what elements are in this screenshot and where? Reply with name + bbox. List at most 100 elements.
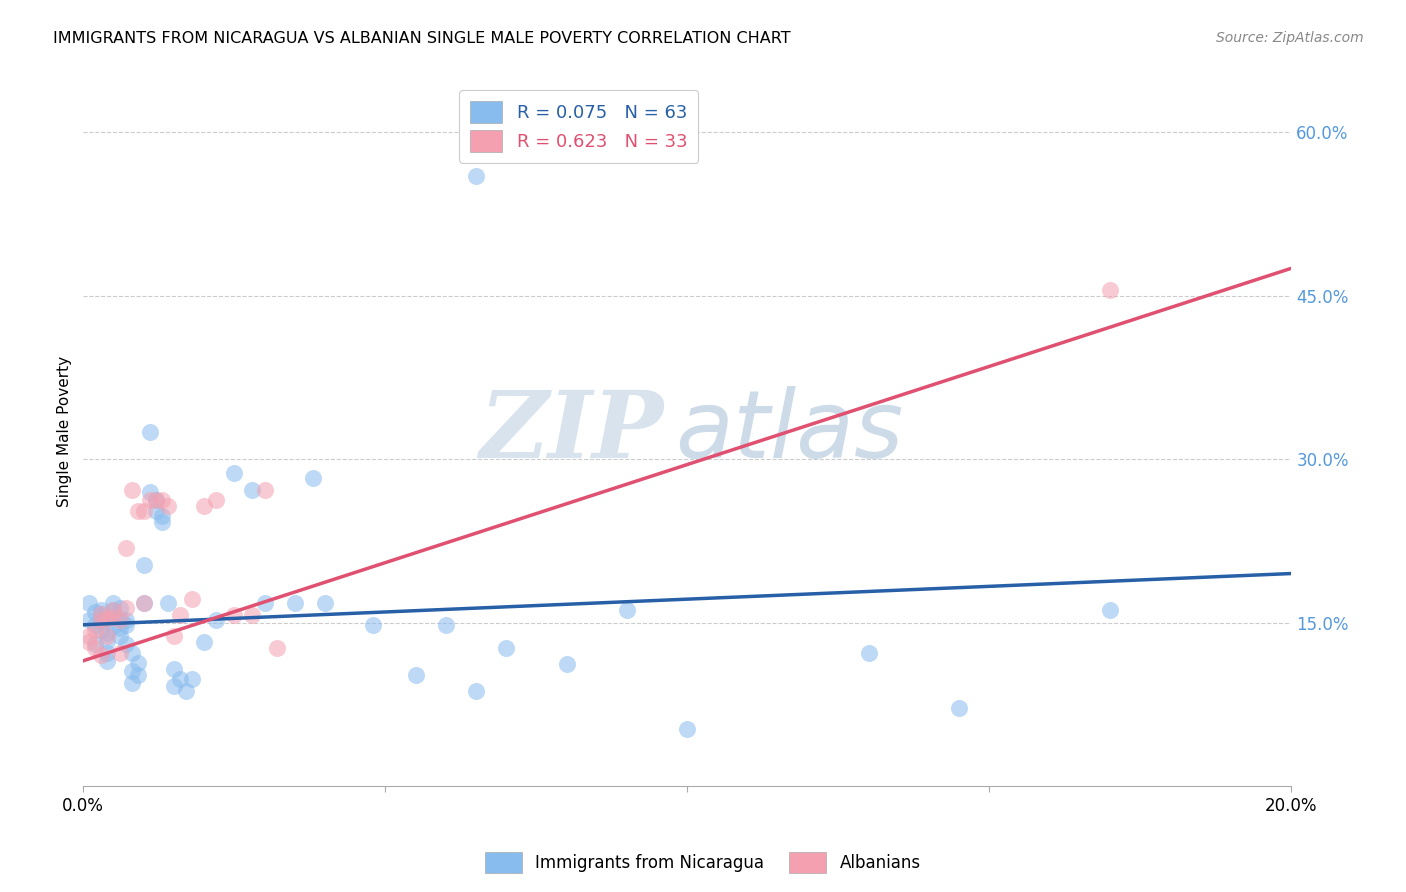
Point: [103, 610, 125, 624]
Point: [224, 607, 246, 622]
Point: [96, 612, 118, 626]
Point: [555, 657, 578, 671]
Point: [121, 664, 143, 678]
Point: [284, 596, 307, 610]
Point: [79, 596, 101, 610]
Point: [361, 617, 384, 632]
Point: [139, 493, 162, 508]
Text: IMMIGRANTS FROM NICARAGUA VS ALBANIAN SINGLE MALE POVERTY CORRELATION CHART: IMMIGRANTS FROM NICARAGUA VS ALBANIAN SI…: [53, 31, 792, 46]
Point: [90, 607, 112, 621]
Point: [253, 483, 276, 497]
Point: [114, 541, 136, 556]
Point: [79, 629, 101, 643]
Point: [181, 591, 204, 606]
Point: [121, 483, 143, 497]
Point: [90, 607, 112, 621]
Point: [193, 635, 215, 649]
Point: [163, 629, 186, 643]
Point: [108, 614, 131, 628]
Point: [163, 679, 186, 693]
Point: [169, 607, 191, 622]
Point: [108, 646, 131, 660]
Point: [132, 596, 155, 610]
Point: [114, 614, 136, 628]
Point: [150, 508, 173, 523]
Point: [858, 646, 880, 660]
Point: [103, 619, 125, 633]
Point: [253, 596, 276, 610]
Legend: Immigrants from Nicaragua, Albanians: Immigrants from Nicaragua, Albanians: [479, 846, 927, 880]
Point: [132, 596, 155, 610]
Point: [676, 723, 699, 737]
Point: [145, 493, 167, 508]
Point: [465, 684, 488, 698]
Point: [96, 626, 118, 640]
Point: [169, 673, 191, 687]
Point: [205, 493, 228, 508]
Point: [84, 637, 107, 651]
Point: [145, 493, 167, 508]
Point: [84, 640, 107, 655]
Text: ZIP: ZIP: [479, 387, 664, 477]
Point: [174, 684, 197, 698]
Point: [495, 640, 517, 655]
Point: [434, 617, 457, 632]
Point: [150, 493, 173, 508]
Point: [405, 668, 427, 682]
Point: [145, 504, 167, 518]
Point: [108, 612, 131, 626]
Point: [84, 624, 107, 638]
Point: [224, 467, 246, 481]
Point: [121, 646, 143, 660]
Point: [205, 614, 228, 628]
Point: [96, 634, 118, 648]
Y-axis label: Single Male Poverty: Single Male Poverty: [58, 356, 72, 508]
Legend: R = 0.075   N = 63, R = 0.623   N = 33: R = 0.075 N = 63, R = 0.623 N = 33: [458, 90, 699, 163]
Point: [96, 654, 118, 668]
Point: [948, 700, 970, 714]
Point: [127, 656, 149, 670]
Point: [90, 602, 112, 616]
Point: [103, 610, 125, 624]
Point: [132, 504, 155, 518]
Point: [193, 499, 215, 513]
Point: [108, 629, 131, 643]
Point: [90, 614, 112, 628]
Point: [163, 663, 186, 677]
Point: [242, 483, 264, 497]
Point: [156, 499, 179, 513]
Point: [79, 614, 101, 628]
Point: [79, 635, 101, 649]
Point: [121, 675, 143, 690]
Point: [90, 614, 112, 628]
Point: [108, 621, 131, 635]
Point: [127, 504, 149, 518]
Point: [616, 602, 638, 616]
Point: [266, 640, 288, 655]
Point: [314, 596, 336, 610]
Point: [103, 602, 125, 616]
Point: [96, 646, 118, 660]
Point: [132, 558, 155, 572]
Point: [96, 629, 118, 643]
Point: [156, 596, 179, 610]
Point: [103, 596, 125, 610]
Point: [465, 169, 488, 183]
Point: [1099, 602, 1122, 616]
Point: [139, 425, 162, 439]
Point: [114, 601, 136, 615]
Point: [84, 605, 107, 619]
Point: [90, 624, 112, 638]
Point: [242, 607, 264, 622]
Text: Source: ZipAtlas.com: Source: ZipAtlas.com: [1216, 31, 1364, 45]
Point: [114, 637, 136, 651]
Point: [302, 470, 325, 484]
Point: [108, 601, 131, 615]
Point: [114, 617, 136, 632]
Point: [84, 617, 107, 632]
Point: [103, 602, 125, 616]
Point: [127, 668, 149, 682]
Point: [90, 648, 112, 663]
Point: [150, 516, 173, 530]
Point: [139, 484, 162, 499]
